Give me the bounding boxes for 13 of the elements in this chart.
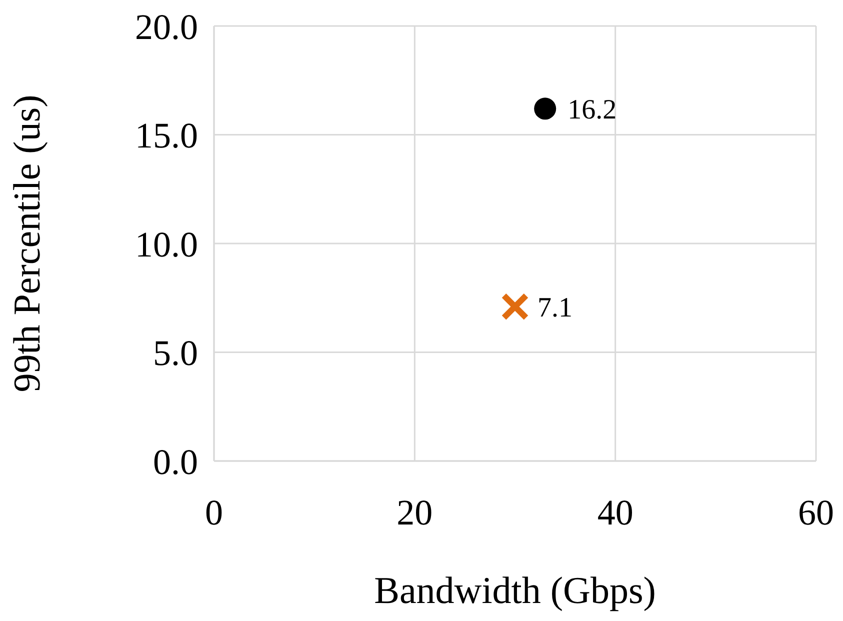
x-tick-label: 20: [396, 492, 433, 533]
y-tick-label: 15.0: [135, 116, 198, 156]
y-tick-label: 5.0: [153, 333, 198, 374]
y-tick-label: 10.0: [135, 224, 198, 264]
x-tick-label: 60: [798, 492, 834, 533]
x-axis-title: Bandwidth (Gbps): [374, 570, 656, 612]
x-tick-label: 40: [597, 492, 634, 533]
y-axis-title: 99th Percentile (us): [6, 94, 48, 392]
y-tick-label: 20.0: [135, 6, 198, 47]
y-tick-label: 0.0: [153, 442, 198, 482]
x-tick-label: 0: [205, 492, 223, 533]
data-label: 16.2: [568, 94, 617, 126]
data-label: 7.1: [538, 292, 573, 324]
